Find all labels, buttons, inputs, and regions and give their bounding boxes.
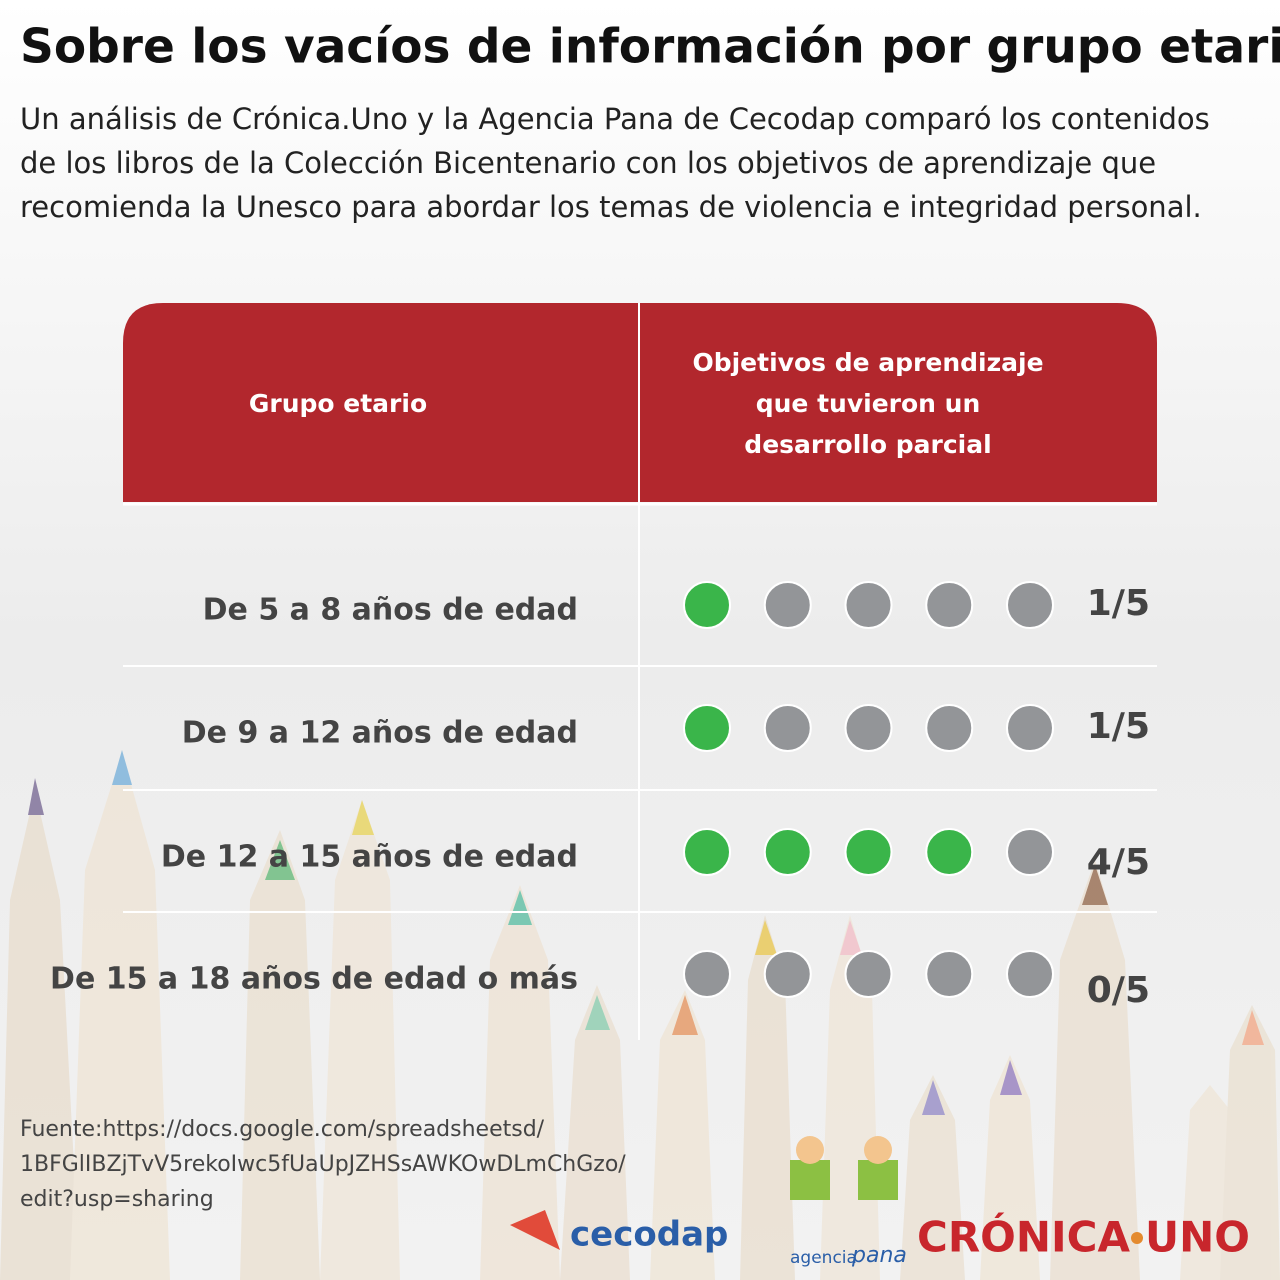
score: 4/5 — [1087, 842, 1150, 883]
logo-agencia: agencia — [790, 1248, 857, 1268]
kid-box — [858, 1160, 898, 1200]
dot — [844, 950, 893, 998]
dot — [763, 950, 812, 998]
dot — [1006, 828, 1054, 876]
age-group: De 5 a 8 años de edad — [203, 593, 578, 628]
dot — [1006, 704, 1054, 752]
score: 1/5 — [1087, 706, 1150, 747]
kite — [510, 1210, 560, 1250]
dot — [925, 828, 974, 876]
dot — [763, 828, 812, 876]
logo-cecodap: cecodap — [570, 1215, 728, 1255]
age-group: De 9 a 12 años de edad — [182, 716, 578, 751]
column-header: Grupo etario — [249, 389, 427, 418]
dot — [925, 581, 974, 629]
column-header: Objetivos de aprendizaje — [692, 348, 1043, 377]
kid-head — [864, 1136, 892, 1164]
column-header: que tuvieron un — [756, 389, 981, 418]
score: 1/5 — [1087, 583, 1150, 624]
logo-uno: UNO — [1145, 1213, 1250, 1262]
dot — [925, 950, 974, 998]
logo-pana: pana — [851, 1243, 907, 1268]
source: 1BFGlIBZjTvV5rekoIwc5fUaUpJZHSsAWKOwDLmC… — [20, 1152, 626, 1177]
title: Sobre los vacíos de información por grup… — [20, 20, 1280, 75]
dot — [1006, 581, 1054, 629]
dot — [763, 704, 812, 752]
subtitle: de los libros de la Colección Bicentenar… — [20, 146, 1156, 180]
subtitle: recomienda la Unesco para abordar los te… — [20, 190, 1202, 224]
dot — [683, 581, 731, 629]
dot — [763, 581, 812, 629]
age-group: De 15 a 18 años de edad o más — [50, 962, 578, 997]
source: edit?usp=sharing — [20, 1187, 214, 1212]
kid-head — [796, 1136, 824, 1164]
dot — [683, 950, 731, 998]
age-group: De 12 a 15 años de edad — [161, 840, 578, 875]
dot — [925, 704, 974, 752]
logo-cronica: CRÓNICA — [917, 1212, 1130, 1262]
dot — [683, 704, 731, 752]
column-header: desarrollo parcial — [744, 430, 991, 459]
dot — [844, 581, 893, 629]
score: 0/5 — [1087, 970, 1150, 1011]
dot — [1006, 950, 1054, 998]
source: Fuente:https://docs.google.com/spreadshe… — [20, 1117, 545, 1142]
pencils — [0, 750, 1280, 1280]
kid-box — [790, 1160, 830, 1200]
logo-dot — [1131, 1232, 1143, 1244]
dot — [844, 704, 893, 752]
dot — [683, 828, 731, 876]
subtitle: Un análisis de Crónica.Uno y la Agencia … — [20, 102, 1210, 136]
dot — [844, 828, 893, 876]
